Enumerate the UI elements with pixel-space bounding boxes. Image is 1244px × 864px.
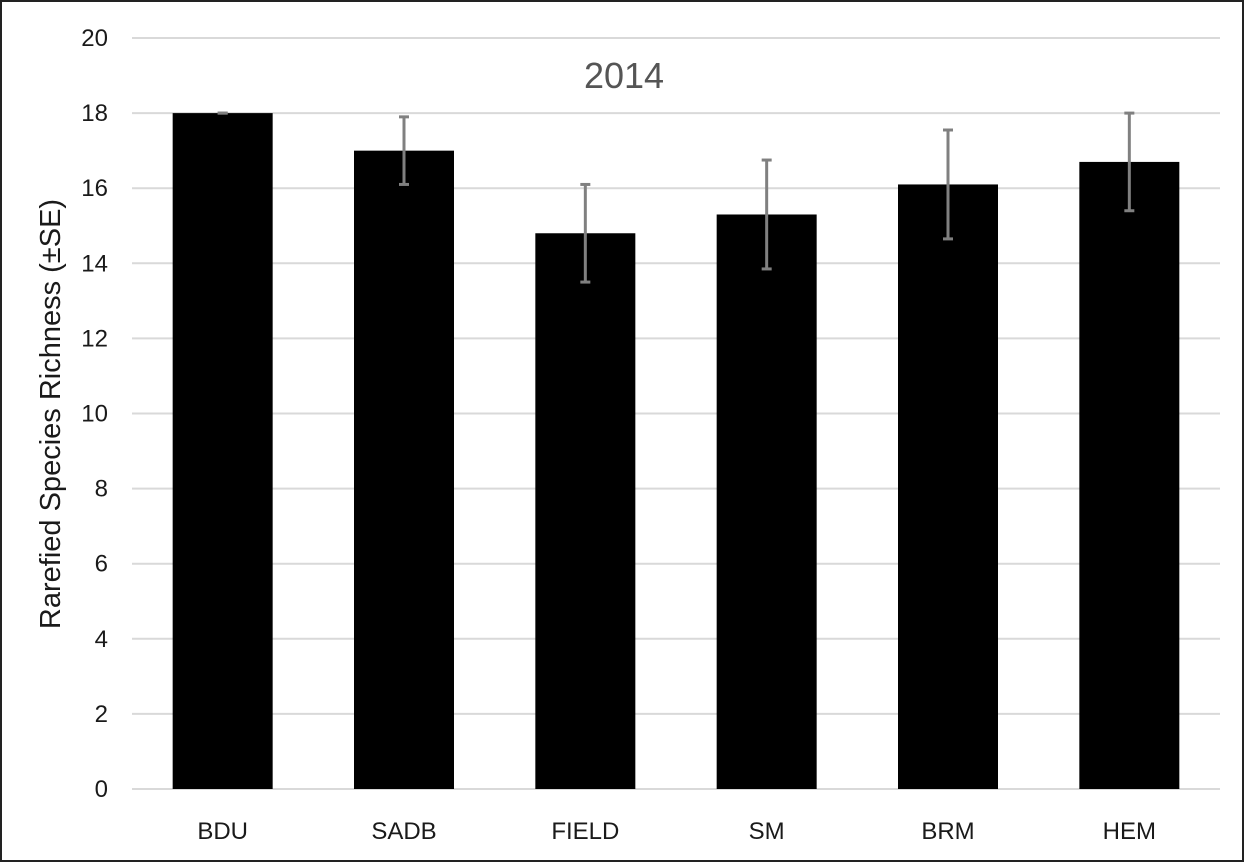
x-category-label: FIELD xyxy=(551,818,619,845)
y-tick-label: 16 xyxy=(81,175,108,202)
y-tick-labels: 0 2 4 6 8 10 12 14 16 18 20 xyxy=(81,25,108,803)
x-category-labels: BDU SADB FIELD SM BRM HEM xyxy=(197,818,1156,845)
bar-hem xyxy=(1079,161,1180,790)
y-tick-label: 20 xyxy=(81,25,108,52)
error-bar-brm xyxy=(943,128,953,241)
x-category-label: HEM xyxy=(1103,818,1156,845)
y-tick-label: 6 xyxy=(95,551,108,578)
error-bar-sm xyxy=(761,158,772,271)
y-tick-label: 12 xyxy=(81,325,108,352)
bar-field xyxy=(535,233,636,789)
error-bar-sadb xyxy=(399,115,409,186)
y-tick-label: 10 xyxy=(81,401,108,428)
gridlines xyxy=(132,37,1220,790)
error-bars xyxy=(217,111,1135,284)
chart-title: 2014 xyxy=(584,55,664,96)
bar-sm xyxy=(716,214,817,790)
error-bar-field xyxy=(580,182,591,284)
bar-bdu xyxy=(172,113,273,790)
bar-brm xyxy=(898,184,998,789)
bars xyxy=(172,113,1180,790)
y-tick-label: 2 xyxy=(95,701,108,728)
y-tick-label: 18 xyxy=(81,100,108,127)
error-bar-hem xyxy=(1124,111,1135,213)
y-tick-label: 14 xyxy=(81,250,108,277)
x-category-label: SADB xyxy=(371,818,436,845)
bar-sadb xyxy=(354,150,454,789)
x-category-label: BDU xyxy=(197,818,248,845)
y-tick-label: 8 xyxy=(95,476,108,503)
y-axis-label: Rarefied Species Richness (±SE) xyxy=(35,199,67,629)
y-tick-label: 0 xyxy=(95,776,108,803)
x-category-label: BRM xyxy=(921,818,974,845)
y-tick-label: 4 xyxy=(95,626,108,653)
x-category-label: SM xyxy=(749,818,785,845)
